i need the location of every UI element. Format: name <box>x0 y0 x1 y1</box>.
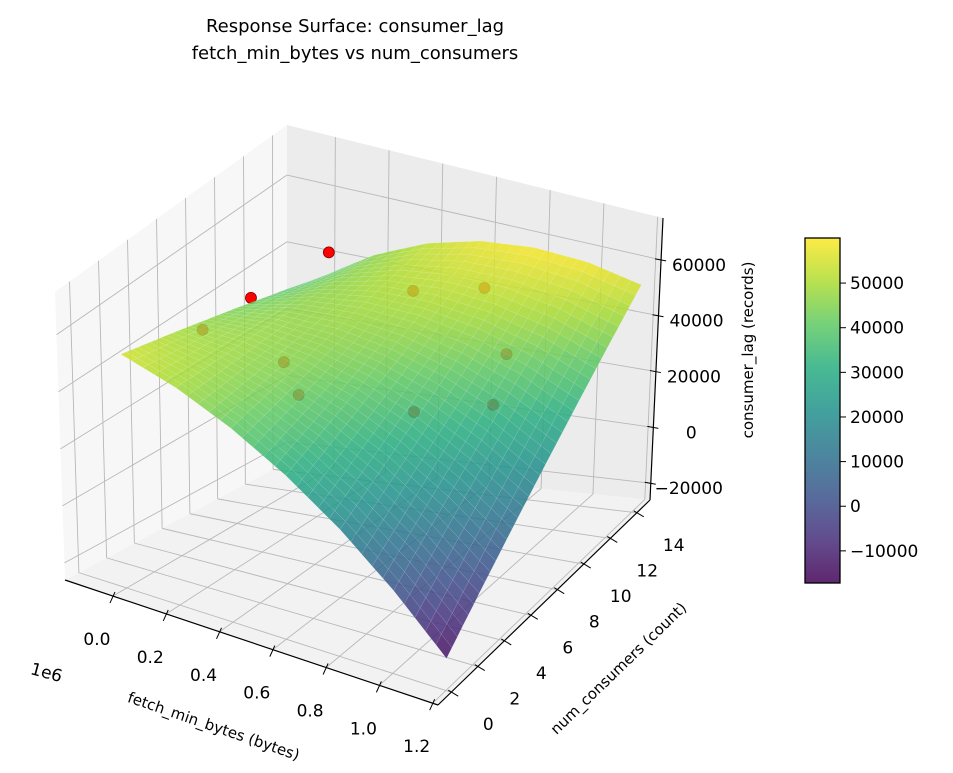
surface-facet <box>435 633 453 659</box>
x-tick-label: 0.8 <box>297 702 324 722</box>
z-tick-mark <box>644 481 656 485</box>
x-gridline-floor <box>379 493 594 686</box>
chart-title-line-1: Response Surface: consumer_lag <box>206 16 504 37</box>
x-tick-mark <box>216 627 222 639</box>
observation-point <box>322 246 335 259</box>
y-tick-label: 12 <box>636 561 658 581</box>
z-tick-mark <box>647 425 659 429</box>
surface-facet <box>585 352 602 370</box>
z-gridline-left <box>56 174 288 336</box>
tick-labels: 0.00.20.40.60.81.01.202468101214−2000002… <box>83 256 726 757</box>
x-tick-mark <box>429 699 436 711</box>
z-tick-label: −20000 <box>655 479 723 499</box>
x-tick-mark <box>375 681 382 693</box>
surface-facet <box>562 393 580 412</box>
surface-facet <box>568 382 585 401</box>
colorbar-tick-label: 20000 <box>850 408 904 428</box>
colorbar-tick-label: 40000 <box>850 319 904 339</box>
y-tick-mark <box>606 536 618 543</box>
colorbar-gradient <box>804 237 841 584</box>
z-gridline-back <box>286 174 662 261</box>
colorbar-tick-label: 0 <box>850 497 861 517</box>
z-tick-label: 60000 <box>672 256 726 276</box>
surface-facet <box>468 570 485 594</box>
surface-facet <box>529 455 546 476</box>
x-tick-label: 1.2 <box>403 737 430 757</box>
y-tick-mark <box>553 587 565 595</box>
x-gridline-wall <box>644 216 659 500</box>
response-surface <box>120 240 642 659</box>
z-tick-label: 40000 <box>669 312 723 332</box>
surface-facet <box>512 486 530 508</box>
y-gridline-wall <box>98 260 108 558</box>
x-tick-mark <box>269 645 276 657</box>
colorbar-tick-label: −10000 <box>850 542 918 562</box>
y-gridline-floor <box>106 557 478 667</box>
z-gridline-left <box>64 441 288 564</box>
colorbar-tick-label: 50000 <box>850 274 904 294</box>
surface-facet <box>534 445 552 465</box>
surface-facet <box>518 476 535 497</box>
surface-facet <box>602 321 619 338</box>
colorbar: −10000 0 10000 20000 30000 40000 50000 <box>804 237 918 584</box>
x-axis-offset-label: 1e6 <box>28 659 64 687</box>
z-tick-label: 20000 <box>667 368 721 388</box>
y-gridline-floor <box>78 572 452 693</box>
x-tick-mark <box>162 609 169 622</box>
surface-facet <box>551 414 569 433</box>
z-gridline-left <box>58 241 288 393</box>
colorbar-tick-label: 10000 <box>850 453 904 473</box>
x-gridline-floor <box>112 466 334 597</box>
x-tick-mark <box>109 591 116 604</box>
y-tick-mark <box>633 510 645 518</box>
y-tick-mark <box>580 561 592 569</box>
y-tick-label: 10 <box>610 587 632 607</box>
y-tick-label: 8 <box>589 613 600 633</box>
surface-facet <box>457 591 475 616</box>
y-axis-label: num_consumers (count) <box>547 599 691 739</box>
x-tick-label: 1.0 <box>350 719 377 739</box>
surface-facet <box>501 507 519 530</box>
x-tick-label: 0.0 <box>83 630 110 650</box>
x-gridline-floor <box>432 499 646 704</box>
surface-facet <box>607 310 625 328</box>
y-tick-label: 2 <box>509 690 520 710</box>
z-tick-label: 0 <box>686 423 697 443</box>
surface-facet <box>484 539 502 562</box>
y-gridline-wall <box>127 239 135 544</box>
y-tick-label: 14 <box>663 536 685 556</box>
x-tick-label: 0.4 <box>190 666 217 686</box>
surface-facet <box>613 300 631 317</box>
surface-facet <box>590 341 608 359</box>
x-tick-mark <box>322 663 329 675</box>
y-tick-mark <box>500 638 512 646</box>
y-axis-line <box>437 499 651 706</box>
y-tick-label: 6 <box>562 638 573 658</box>
y-tick-label: 0 <box>483 715 494 735</box>
y-tick-mark <box>474 664 486 671</box>
x-axis-line <box>64 579 439 706</box>
z-tick-mark <box>649 370 662 374</box>
surface-facet <box>579 362 597 380</box>
z-axis-line <box>649 217 664 501</box>
x-tick-label: 0.6 <box>243 684 270 704</box>
z-axis-label: consumer_lag (records) <box>739 262 758 439</box>
x-axis-label: fetch_min_bytes (bytes) <box>125 688 302 765</box>
y-tick-mark <box>447 689 459 697</box>
surface-facet <box>441 623 458 648</box>
chart-title-line-2: fetch_min_bytes vs num_consumers <box>192 43 519 64</box>
y-tick-mark <box>527 612 539 620</box>
z-tick-mark <box>652 314 664 318</box>
x-tick-label: 0.2 <box>137 648 164 668</box>
axis-lines <box>64 217 667 711</box>
colorbar-tick-label: 30000 <box>850 363 904 383</box>
y-tick-label: 4 <box>536 664 547 684</box>
z-tick-mark <box>654 258 667 262</box>
y-gridline-wall <box>69 281 80 573</box>
